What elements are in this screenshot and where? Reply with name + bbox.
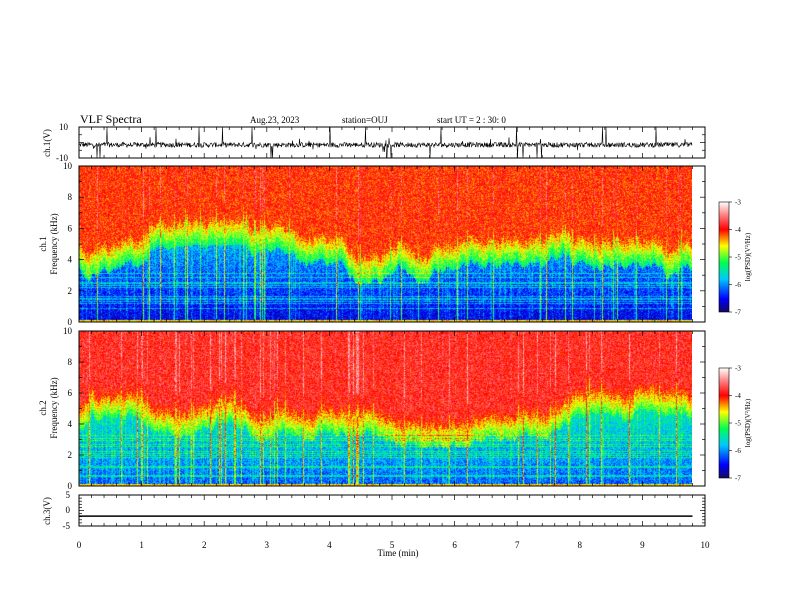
colorbar-tick--7: -7 (735, 475, 741, 483)
ch2-spectrogram-ylabel-channel: ch.2 (38, 400, 48, 415)
colorbar-tick--6: -6 (735, 281, 741, 289)
ch1-colorbar-label: log(PSD)(V²/Hz) (744, 232, 752, 281)
ytick-label-2: 2 (68, 286, 73, 296)
ytick-label-0: 0 (68, 481, 73, 491)
ch1-waveform-panel: 10 -10 ch.1(V) (42, 122, 706, 163)
ch2-colorbar-label: log(PSD)(V²/Hz) (744, 398, 752, 447)
ch3-ytick-bottom: -5 (63, 521, 71, 531)
x-tick-label-3: 3 (265, 540, 270, 550)
ytick-label-8: 8 (68, 192, 73, 202)
colorbar-tick--7: -7 (735, 309, 741, 317)
colorbar-tick--4: -4 (735, 392, 741, 400)
ch3-ytick-top: 5 (66, 490, 71, 500)
colorbar-tick--3: -3 (735, 199, 741, 207)
ch1-spectrogram-ylabel-frequency: Frequency (kHz) (49, 213, 59, 274)
ytick-label-10: 10 (63, 326, 73, 336)
ytick-label-6: 6 (68, 223, 73, 233)
ch2-spectrogram-ticks (78, 330, 706, 487)
x-axis-label: Time (min) (378, 548, 419, 558)
ch1-waveform-ylabel: ch.1(V) (42, 129, 52, 157)
ch3-waveform-ylabel: ch.3(V) (42, 497, 52, 525)
ch2-colorbar: -3 -4 -5 -6 -7 log(PSD)(V²/Hz) (718, 365, 752, 483)
x-tick-label-7: 7 (515, 540, 520, 550)
ch3-ytick-middle: 0 (66, 505, 71, 515)
ch1-ytick-top: 10 (59, 122, 69, 132)
ytick-label-4: 4 (68, 255, 73, 265)
ch2-spectrogram-ylabel-frequency: Frequency (kHz) (49, 377, 59, 438)
x-tick-label-10: 10 (701, 540, 711, 550)
ch1-spectrogram-ylabel-channel: ch.1 (38, 236, 48, 251)
x-tick-label-4: 4 (327, 540, 332, 550)
ch1-colorbar: -3 -4 -5 -6 -7 log(PSD)(V²/Hz) (718, 199, 752, 317)
ch1-waveform-ticks (78, 126, 706, 159)
header-date: Aug.23, 2023 (250, 115, 300, 125)
ch1-waveform-trace (78, 126, 693, 159)
ch3-waveform-ticks (78, 494, 706, 527)
ytick-label-6: 6 (68, 388, 73, 398)
x-tick-label-1: 1 (139, 540, 144, 550)
ch2-spectrogram-ytick-labels: 0 2 4 6 8 10 (63, 326, 73, 491)
ch2-colorbar-ticks: -3 -4 -5 -6 -7 (729, 365, 741, 483)
x-tick-label-2: 2 (202, 540, 207, 550)
ytick-label-4: 4 (68, 419, 73, 429)
colorbar-tick--6: -6 (735, 447, 741, 455)
x-tick-label-6: 6 (452, 540, 457, 550)
ch1-colorbar-ticks: -3 -4 -5 -6 -7 (729, 199, 741, 317)
ytick-label-10: 10 (63, 161, 73, 171)
colorbar-tick--3: -3 (735, 365, 741, 373)
ch1-spectrogram-ytick-labels: 0 2 4 6 8 10 (63, 161, 73, 327)
ytick-label-8: 8 (68, 357, 73, 367)
ch1-spectrogram-panel: 0 2 4 6 8 10 ch.1 Frequency (kHz) (38, 161, 706, 327)
colorbar-tick--4: -4 (735, 226, 741, 234)
x-axis-tick-labels: 0 1 2 3 4 5 6 7 8 9 10 (77, 540, 710, 550)
header-start-time: start UT = 2 : 30: 0 (437, 115, 506, 125)
ch1-ytick-bottom: -10 (56, 153, 68, 163)
ytick-label-0: 0 (68, 317, 73, 327)
ytick-label-2: 2 (68, 450, 73, 460)
x-tick-label-8: 8 (578, 540, 583, 550)
ch1-colorbar-scale (718, 201, 730, 313)
ch2-colorbar-scale (718, 367, 730, 479)
colorbar-tick--5: -5 (735, 420, 741, 428)
figure-title: VLF Spectra (80, 112, 142, 126)
colorbar-tick--5: -5 (735, 254, 741, 262)
ch1-spectrogram-image (79, 166, 692, 322)
header-station: station=OUJ (342, 115, 388, 125)
x-tick-label-9: 9 (640, 540, 645, 550)
x-tick-label-0: 0 (77, 540, 82, 550)
ch1-waveform-line (78, 126, 693, 159)
ch3-waveform-panel: 5 0 -5 ch.3(V) (42, 490, 706, 531)
ch1-spectrogram-ticks (78, 165, 706, 323)
ch2-spectrogram-image (79, 331, 692, 486)
ch2-spectrogram-panel: 0 2 4 6 8 10 ch.2 Frequency (kHz) (38, 326, 706, 491)
x-tick-label-5: 5 (390, 540, 395, 550)
